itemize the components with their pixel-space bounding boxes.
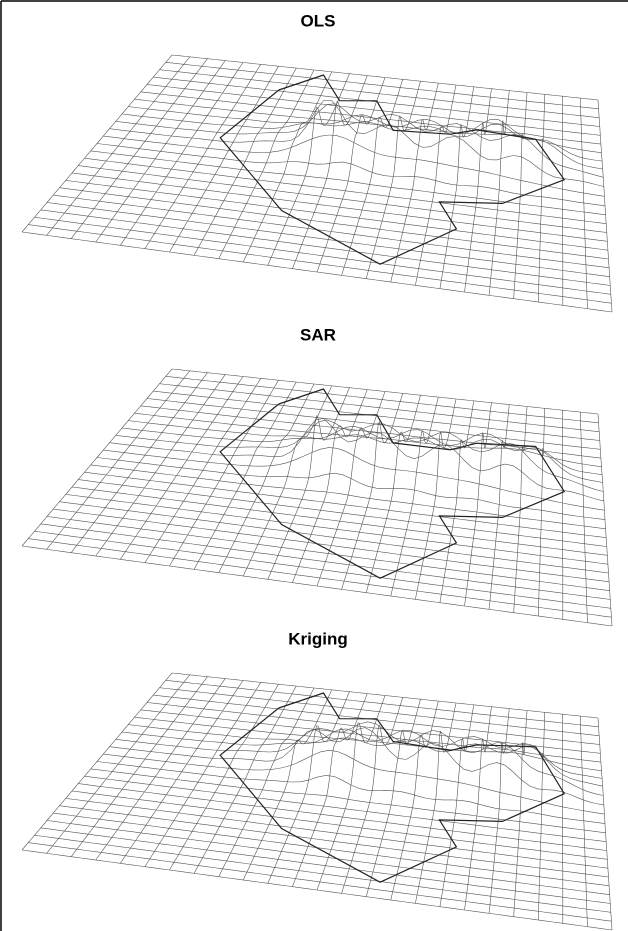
wireframe-line [28,224,612,304]
wireframe-line [71,486,608,556]
wireframe-line [128,724,603,779]
wireframe-line [597,413,613,627]
wireframe-line [580,412,588,623]
wireframe-line [65,494,608,565]
wireframe-line [193,381,297,570]
wireframe-line [34,217,611,295]
wireframe-line [128,420,603,475]
wireframe-line [218,69,315,259]
wireframe-line [538,94,546,303]
wireframe-line [109,100,604,187]
wireframe-line [390,83,439,283]
wireframe-line [488,708,510,914]
wireframe-line [341,697,404,894]
wireframe-line [193,685,297,874]
boundary-outline [219,692,566,883]
wireframe-line [90,768,606,834]
wireframe-line [218,687,315,877]
wireframe-line [134,412,602,467]
wireframe-line [96,143,606,206]
wireframe-line [538,712,546,921]
panel-title: Kriging [288,629,348,648]
wireframe-line [580,716,588,927]
wireframe-line [40,209,611,286]
wireframe-line [121,728,603,787]
panel-title: SAR [300,325,336,344]
wireframe-line [71,172,608,242]
wireframe-line [96,761,606,824]
wireframe-line [65,180,608,251]
wireframe-line [21,545,613,627]
wireframe-line [538,408,546,617]
wireframe-line [21,849,613,931]
wireframe-line [78,479,607,547]
boundary-outline [219,388,566,579]
wireframe-line [84,157,607,224]
wireframe-line [78,783,607,851]
wireframe-line [40,523,611,600]
wireframe-line [96,457,606,520]
wireframe-line [121,425,603,483]
wireframe-line [390,701,439,901]
wireframe-line [90,464,606,530]
wireframe-line [34,531,611,609]
wireframe-line [597,717,613,931]
wireframe-line [46,516,610,591]
wireframe-line [78,165,607,233]
wireframe-line [390,397,439,597]
wireframe-line [28,538,612,618]
wireframe-line [218,383,315,573]
wireframe-line [28,842,612,922]
wireframe-line [65,798,608,869]
wireframe-line [115,721,604,796]
wireframe-line [169,66,279,253]
wireframe-line [84,471,607,538]
wireframe-line [40,827,611,904]
wireframe-line [21,231,613,313]
wireframe-line [71,790,608,860]
wireframe-line [488,90,510,296]
wireframe-line [193,67,297,256]
wireframe-line [580,98,588,309]
wireframe-line [341,393,404,590]
boundary-outline [219,74,566,265]
wireframe-line [513,92,528,299]
wireframe-line [46,820,610,895]
wireframe-line [134,716,602,771]
wireframe-line [46,202,610,277]
wireframe-line [597,99,613,313]
wireframe-line [341,79,404,276]
wireframe-line [34,835,611,913]
wireframe-line [84,775,607,842]
wireframe-line [134,98,602,153]
panel-title: OLS [301,11,336,30]
